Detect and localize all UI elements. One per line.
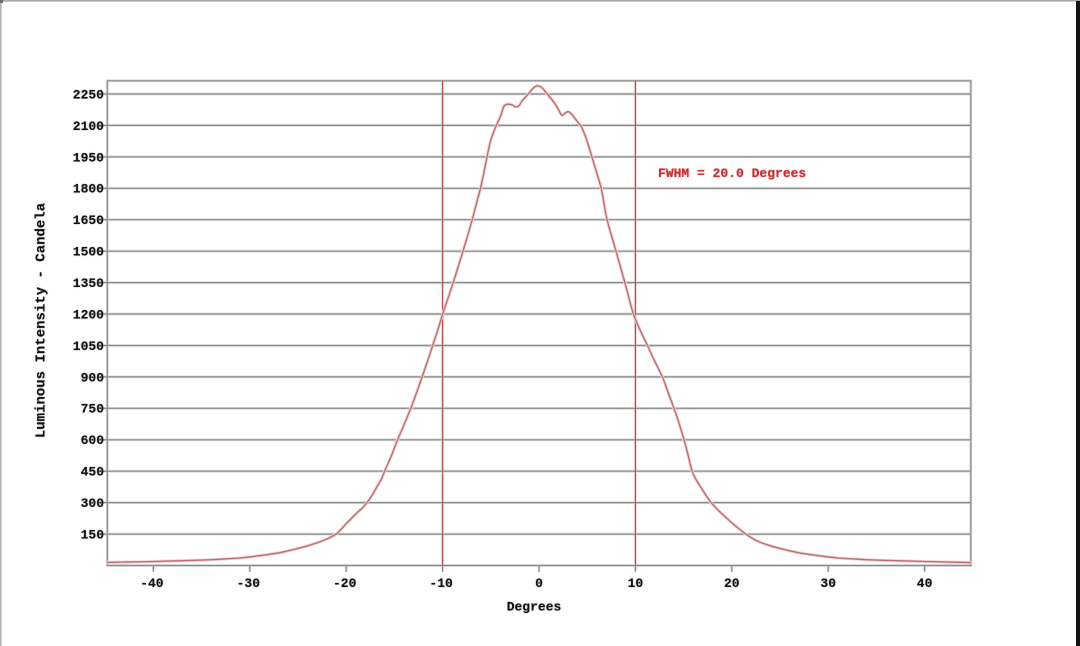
svg-text:30: 30 xyxy=(820,576,836,591)
svg-text:2250: 2250 xyxy=(73,87,104,102)
svg-text:1500: 1500 xyxy=(73,245,104,260)
svg-text:1050: 1050 xyxy=(73,339,104,354)
svg-text:FWHM = 20.0 Degrees: FWHM = 20.0 Degrees xyxy=(658,166,806,181)
svg-text:1350: 1350 xyxy=(73,276,104,291)
svg-text:900: 900 xyxy=(81,370,105,385)
svg-text:Degrees: Degrees xyxy=(507,600,562,615)
svg-text:-10: -10 xyxy=(429,576,453,591)
svg-text:40: 40 xyxy=(917,576,933,591)
svg-text:20: 20 xyxy=(724,576,740,591)
svg-text:10: 10 xyxy=(628,576,644,591)
svg-text:Luminous Intensity - Candela: Luminous Intensity - Candela xyxy=(33,202,49,438)
svg-text:600: 600 xyxy=(81,433,105,448)
svg-text:-40: -40 xyxy=(140,576,164,591)
svg-text:0: 0 xyxy=(535,576,543,591)
svg-text:1950: 1950 xyxy=(73,150,104,165)
svg-text:300: 300 xyxy=(81,496,105,511)
svg-text:2100: 2100 xyxy=(73,119,104,134)
svg-text:1200: 1200 xyxy=(73,307,104,322)
svg-text:1800: 1800 xyxy=(73,182,104,197)
svg-text:450: 450 xyxy=(81,465,105,480)
svg-text:-30: -30 xyxy=(237,576,261,591)
svg-text:-20: -20 xyxy=(333,576,357,591)
svg-text:150: 150 xyxy=(81,528,105,543)
svg-text:750: 750 xyxy=(81,402,105,417)
svg-text:1650: 1650 xyxy=(73,213,104,228)
